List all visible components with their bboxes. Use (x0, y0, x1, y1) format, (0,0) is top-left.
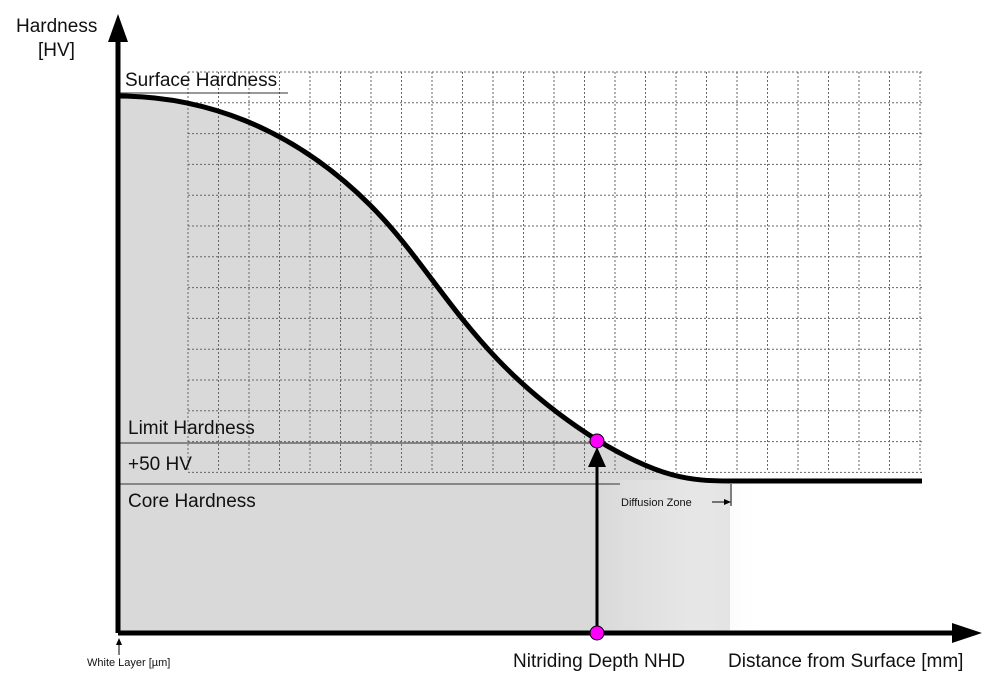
limit-point-marker-icon (589, 433, 605, 449)
nhd-label: Nitriding Depth NHD (513, 651, 685, 672)
diffusion-fade (597, 480, 762, 633)
core-hardness-label: Core Hardness (128, 491, 256, 512)
y-axis-arrowhead (108, 14, 128, 42)
limit-hardness-label: Limit Hardness (128, 418, 255, 439)
grid (187, 71, 922, 473)
hardness-area-fill (118, 96, 730, 633)
y-axis-title-line2: [HV] (38, 40, 75, 61)
nhd-point-marker-icon (589, 625, 605, 641)
offset-label: +50 HV (128, 454, 192, 475)
hardness-curve (117, 93, 922, 484)
white-layer-label: White Layer [µm] (87, 657, 170, 669)
white-layer-arrowhead (116, 638, 122, 645)
up-arrow-icon (588, 447, 606, 467)
y-axis-title-line1: Hardness (16, 16, 97, 37)
diffusion-zone-label: Diffusion Zone (621, 497, 692, 509)
x-axis-arrowhead (952, 623, 982, 643)
diffusion-zone-arrowhead (724, 499, 731, 505)
x-axis-title: Distance from Surface [mm] (728, 651, 963, 672)
surface-hardness-label: Surface Hardness (125, 70, 277, 91)
